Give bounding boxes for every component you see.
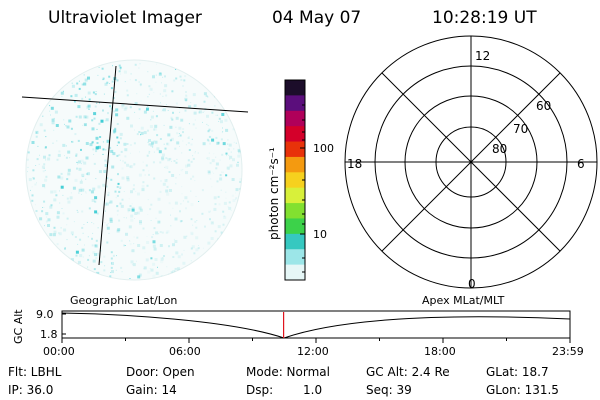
- status-dsp-value: 1.0: [303, 383, 323, 397]
- colorbar-band: [285, 233, 305, 250]
- observation-time: 10:28:19 UT: [432, 8, 537, 28]
- colorbar-tick-label: 10: [313, 228, 327, 241]
- colorbar-band: [285, 80, 305, 96]
- polar-mlt-label-bottom: 0: [468, 277, 476, 291]
- status-gain: Gain: 14: [126, 383, 177, 397]
- colorbar-band: [285, 218, 305, 235]
- status-seq: Seq: 39: [366, 383, 412, 397]
- time-tick-label: 06:00: [169, 345, 201, 358]
- status-door: Door: Open: [126, 365, 195, 379]
- polar-lat-label: 70: [513, 122, 528, 136]
- polar-diagonal: [381, 72, 561, 252]
- polar-lat-label: 80: [492, 142, 507, 156]
- colorbar-unit-label: photon cm⁻²s⁻¹: [267, 147, 281, 240]
- time-tick-label: 18:00: [424, 345, 456, 358]
- polar-mlt-label-top: 12: [475, 49, 490, 63]
- status-glon: GLon: 131.5: [486, 383, 559, 397]
- status-gc-alt: GC Alt: 2.4 Re: [366, 365, 450, 379]
- colorbar-tick-label: 100: [313, 142, 334, 155]
- colorbar-band: [285, 249, 305, 266]
- time-tick-label: 00:00: [43, 345, 75, 358]
- polar-mlt-label-right: 6: [577, 157, 585, 171]
- observation-date: 04 May 07: [272, 8, 362, 28]
- polar-lat-label: 60: [536, 99, 551, 113]
- status-glat: GLat: 18.7: [486, 365, 549, 379]
- colorbar-band: [285, 187, 305, 204]
- time-tick-label: 12:00: [297, 345, 329, 358]
- instrument-title: Ultraviolet Imager: [48, 8, 202, 28]
- colorbar-band: [285, 141, 305, 158]
- status-dsp-label: Dsp:: [246, 383, 274, 397]
- geographic-lat-line: [21, 96, 249, 113]
- status-filter: Flt: LBHL: [8, 365, 62, 379]
- colorbar-band: [285, 110, 305, 127]
- altitude-strip-frame: [61, 310, 571, 339]
- strip-right-label: Apex MLat/MLT: [422, 294, 505, 307]
- status-ip: IP: 36.0: [8, 383, 54, 397]
- geographic-lon-line: [98, 65, 117, 266]
- image-speckles: [26, 63, 242, 279]
- colorbar-band: [285, 172, 305, 189]
- colorbar-band: [285, 126, 305, 143]
- polar-mlt-label-left: 18: [347, 157, 362, 171]
- time-axis-ticks: [61, 338, 571, 343]
- colorbar-band: [285, 203, 305, 219]
- strip-left-label: Geographic Lat/Lon: [70, 294, 177, 307]
- colorbar-gradient: [285, 80, 305, 281]
- strip-y-min: 1.8: [40, 328, 58, 341]
- strip-axis-label: GC Alt: [12, 309, 25, 344]
- time-tick-label: 23:59: [552, 345, 584, 358]
- colorbar-band: [285, 95, 305, 112]
- image-disk: [25, 59, 243, 281]
- altitude-curve: [61, 312, 571, 339]
- status-mode: Mode: Normal: [246, 365, 330, 379]
- strip-y-max: 9.0: [36, 308, 54, 321]
- colorbar-band: [285, 156, 305, 173]
- colorbar-band: [285, 264, 305, 281]
